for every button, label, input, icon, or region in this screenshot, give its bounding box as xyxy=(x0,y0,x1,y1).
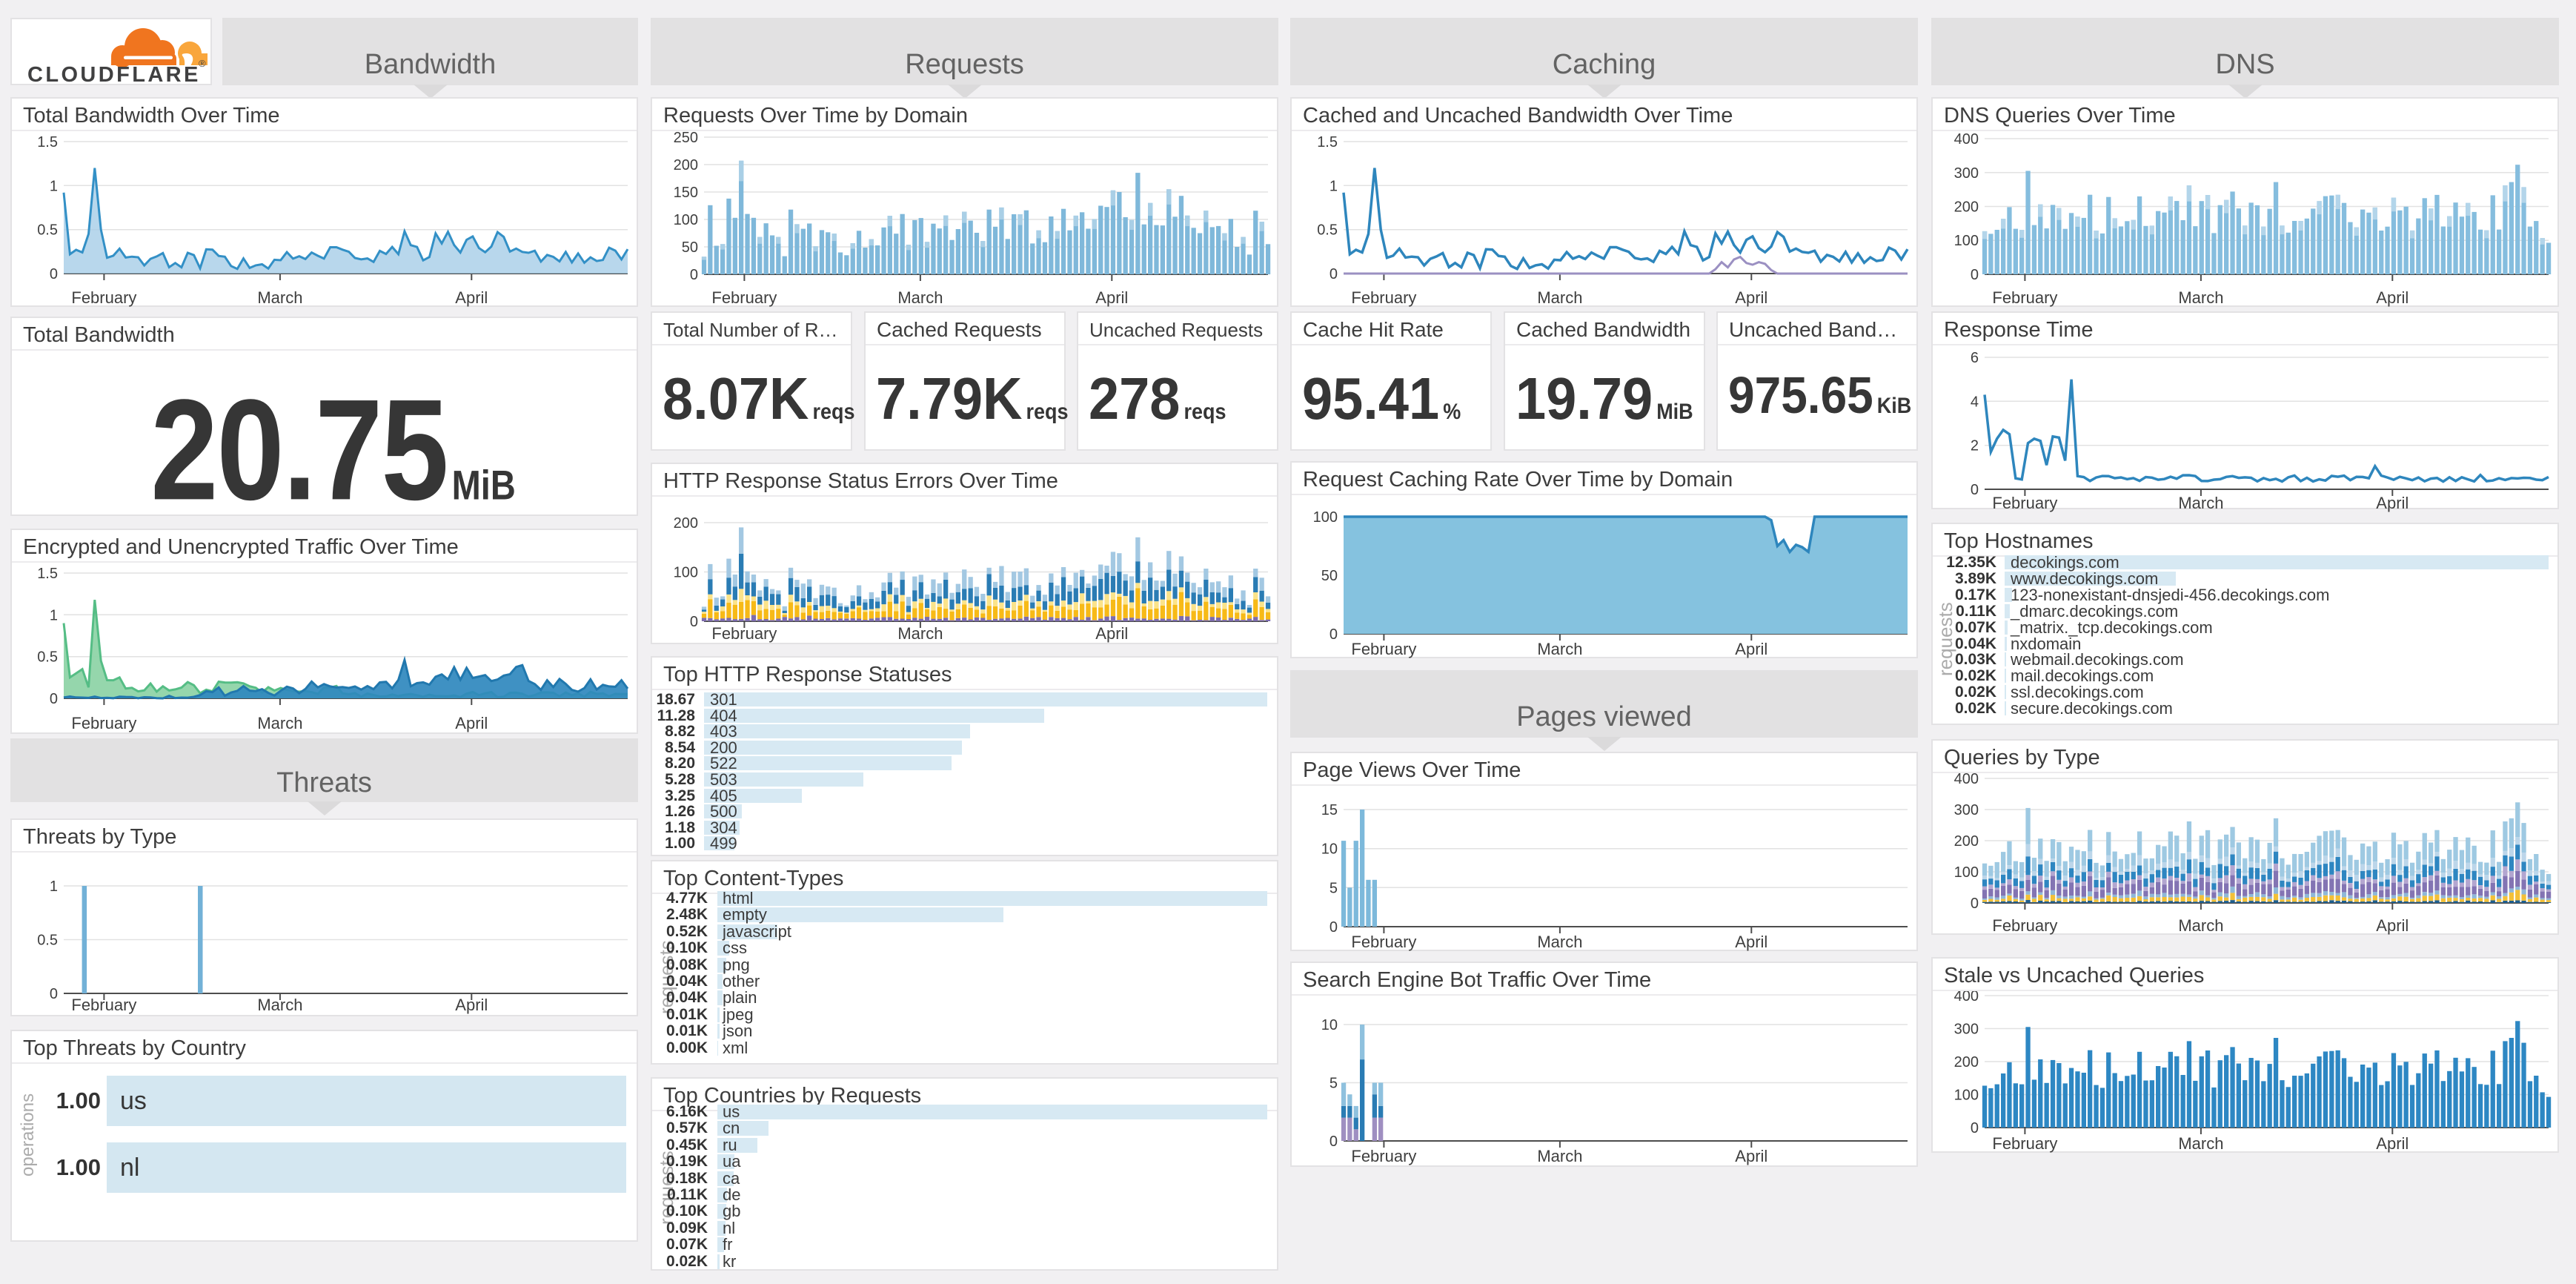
svg-text:February: February xyxy=(711,624,777,643)
svg-text:March: March xyxy=(1537,933,1582,951)
svg-text:April: April xyxy=(2376,288,2409,307)
svg-text:100: 100 xyxy=(1954,864,1979,881)
svg-text:100: 100 xyxy=(1954,1088,1979,1104)
svg-text:April: April xyxy=(1735,1147,1767,1165)
svg-text:March: March xyxy=(2178,1134,2223,1153)
svg-text:150: 150 xyxy=(674,185,698,201)
svg-text:50: 50 xyxy=(682,239,698,256)
svg-text:February: February xyxy=(1992,916,2057,935)
svg-text:February: February xyxy=(1992,494,2057,512)
svg-text:March: March xyxy=(1537,640,1582,658)
svg-text:400: 400 xyxy=(1954,773,1979,787)
svg-text:1: 1 xyxy=(50,178,58,194)
svg-text:0.5: 0.5 xyxy=(37,933,58,949)
svg-text:April: April xyxy=(1095,288,1128,307)
svg-text:1: 1 xyxy=(50,607,58,623)
svg-text:100: 100 xyxy=(674,212,698,228)
svg-text:0: 0 xyxy=(1971,1120,1979,1136)
svg-text:200: 200 xyxy=(1954,199,1979,216)
svg-text:April: April xyxy=(1735,933,1767,951)
svg-text:February: February xyxy=(1992,1134,2057,1153)
svg-text:February: February xyxy=(1351,1147,1416,1165)
svg-text:1.5: 1.5 xyxy=(1317,134,1338,150)
svg-text:4: 4 xyxy=(1971,394,1979,410)
svg-text:April: April xyxy=(455,288,488,307)
svg-text:February: February xyxy=(1992,288,2057,307)
svg-text:March: March xyxy=(897,624,943,643)
svg-text:0: 0 xyxy=(1330,919,1338,936)
svg-text:0: 0 xyxy=(690,614,698,630)
svg-text:300: 300 xyxy=(1954,165,1979,182)
svg-text:March: March xyxy=(2178,494,2223,512)
svg-text:0.5: 0.5 xyxy=(37,649,58,666)
svg-text:February: February xyxy=(1351,288,1416,307)
svg-text:March: March xyxy=(257,996,302,1014)
svg-text:April: April xyxy=(2376,916,2409,935)
svg-text:100: 100 xyxy=(674,565,698,581)
svg-text:100: 100 xyxy=(1954,233,1979,249)
svg-text:1.5: 1.5 xyxy=(37,134,58,150)
svg-text:April: April xyxy=(455,996,488,1014)
svg-text:200: 200 xyxy=(1954,833,1979,850)
svg-text:1: 1 xyxy=(50,878,58,895)
svg-text:March: March xyxy=(1537,288,1582,307)
svg-text:April: April xyxy=(2376,494,2409,512)
svg-text:February: February xyxy=(1351,933,1416,951)
svg-text:5: 5 xyxy=(1330,1076,1338,1092)
svg-text:April: April xyxy=(455,714,488,732)
svg-text:March: March xyxy=(2178,916,2223,935)
svg-text:0: 0 xyxy=(1330,1134,1338,1150)
svg-text:2: 2 xyxy=(1971,438,1979,454)
svg-text:0.5: 0.5 xyxy=(37,222,58,239)
svg-text:February: February xyxy=(71,714,136,732)
svg-text:March: March xyxy=(2178,288,2223,307)
svg-text:250: 250 xyxy=(674,131,698,146)
svg-text:100: 100 xyxy=(1313,509,1338,526)
svg-text:10: 10 xyxy=(1321,1017,1338,1033)
svg-text:200: 200 xyxy=(674,157,698,173)
svg-text:0: 0 xyxy=(1971,896,1979,912)
svg-text:0: 0 xyxy=(1330,626,1338,643)
svg-text:400: 400 xyxy=(1954,991,1979,1005)
svg-text:200: 200 xyxy=(674,515,698,532)
svg-text:April: April xyxy=(1095,624,1128,643)
svg-text:CLOUDFLARE: CLOUDFLARE xyxy=(27,63,201,85)
svg-text:15: 15 xyxy=(1321,802,1338,818)
svg-text:February: February xyxy=(71,288,136,307)
svg-text:6: 6 xyxy=(1971,350,1979,366)
svg-text:0.5: 0.5 xyxy=(1317,222,1338,239)
svg-text:0: 0 xyxy=(50,691,58,707)
svg-text:0: 0 xyxy=(1971,482,1979,498)
svg-text:1: 1 xyxy=(1330,178,1338,194)
svg-text:400: 400 xyxy=(1954,131,1979,148)
svg-text:February: February xyxy=(1351,640,1416,658)
svg-text:March: March xyxy=(897,288,943,307)
svg-text:March: March xyxy=(257,714,302,732)
svg-text:300: 300 xyxy=(1954,1022,1979,1038)
svg-text:®: ® xyxy=(199,58,206,69)
svg-text:10: 10 xyxy=(1321,841,1338,858)
svg-text:200: 200 xyxy=(1954,1054,1979,1070)
svg-text:February: February xyxy=(71,996,136,1014)
svg-text:April: April xyxy=(1735,640,1767,658)
svg-text:50: 50 xyxy=(1321,568,1338,584)
svg-text:0: 0 xyxy=(50,986,58,1002)
svg-text:April: April xyxy=(1735,288,1767,307)
svg-text:0: 0 xyxy=(690,267,698,283)
svg-text:300: 300 xyxy=(1954,802,1979,818)
svg-text:1.5: 1.5 xyxy=(37,566,58,582)
svg-text:February: February xyxy=(711,288,777,307)
svg-text:March: March xyxy=(257,288,302,307)
svg-text:0: 0 xyxy=(1330,266,1338,282)
svg-text:April: April xyxy=(2376,1134,2409,1153)
svg-text:0: 0 xyxy=(50,266,58,282)
svg-text:March: March xyxy=(1537,1147,1582,1165)
svg-text:5: 5 xyxy=(1330,880,1338,896)
svg-text:0: 0 xyxy=(1971,267,1979,283)
